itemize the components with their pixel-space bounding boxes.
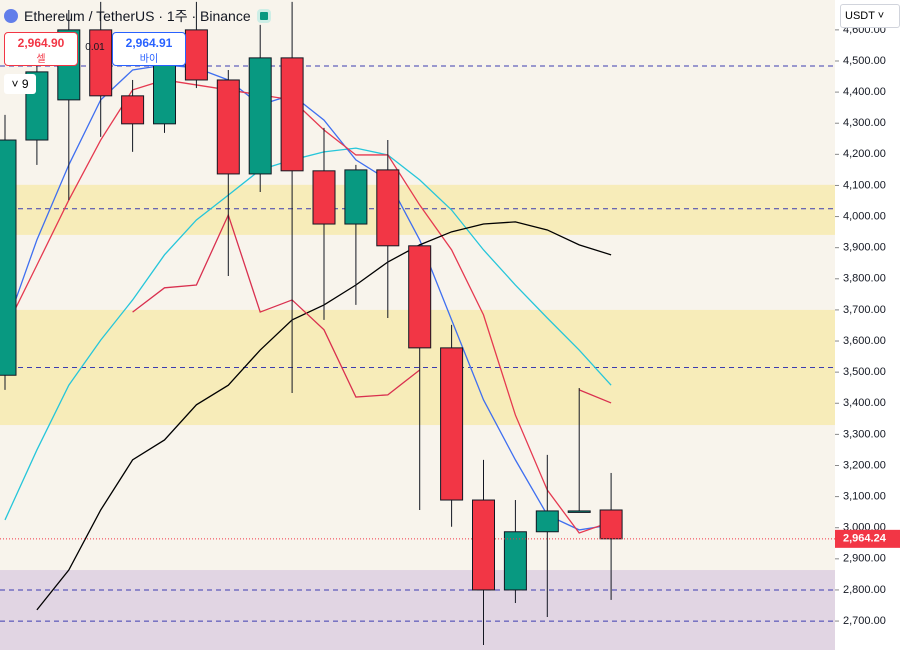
- plot-area: [0, 1, 835, 650]
- y-tick-label: 3,900.00: [843, 242, 886, 254]
- y-tick-label: 3,300.00: [843, 428, 886, 440]
- candle-body: [440, 347, 464, 501]
- candle-body: [376, 169, 400, 247]
- symbol-title: Ethereum / TetherUS · 1주 · Binance: [4, 6, 271, 26]
- y-tick-label: 4,000.00: [843, 210, 886, 222]
- sell-button[interactable]: 2,964.90 셀: [4, 32, 78, 66]
- currency: USDT: [845, 10, 875, 22]
- currency-select[interactable]: USDT ˅: [840, 4, 900, 28]
- sell-label: 셀: [36, 54, 46, 65]
- candle-body: [216, 79, 240, 175]
- candle-body: [153, 59, 176, 125]
- sell-price: 2,964.90: [17, 36, 65, 50]
- candle-body: [567, 510, 591, 513]
- y-tick-label: 3,400.00: [843, 397, 886, 409]
- y-tick-label: 4,100.00: [843, 179, 886, 191]
- y-tick-label: 4,600.00: [843, 24, 886, 36]
- y-tick-label: 3,100.00: [843, 491, 886, 503]
- y-tick-label: 3,600.00: [843, 335, 886, 347]
- buy-label: 바이: [139, 54, 159, 65]
- status-dot: [256, 9, 271, 23]
- candle-body: [89, 29, 113, 97]
- candle-body: [535, 510, 559, 533]
- y-tick-label: 2,700.00: [843, 615, 886, 627]
- candle-body: [408, 245, 432, 349]
- y-tick-label: 4,400.00: [843, 86, 886, 98]
- candle-body: [248, 57, 272, 175]
- zone: [0, 570, 835, 650]
- indicator-count: 9: [21, 77, 29, 91]
- y-tick-label: 4,500.00: [843, 55, 886, 67]
- zone: [0, 184, 835, 235]
- eth-icon: [4, 9, 18, 23]
- candle-body: [344, 169, 368, 225]
- indicator-line: [578, 389, 612, 404]
- last-price-box: [835, 529, 900, 548]
- candle-body: [184, 29, 208, 81]
- title-text: Ethereum / TetherUS · 1주 · Binance: [24, 8, 251, 24]
- y-tick-label: 2,900.00: [843, 553, 886, 565]
- y-tick-label: 3,800.00: [843, 273, 886, 285]
- y-tick-label: 3,200.00: [843, 459, 886, 471]
- candle-body: [472, 499, 495, 591]
- last-price-label: 2,964.24: [843, 533, 887, 545]
- spread: 0.01: [85, 42, 105, 53]
- y-tick-label: 3,500.00: [843, 366, 886, 378]
- candle-body: [0, 139, 17, 376]
- y-tick-label: 4,300.00: [843, 117, 886, 129]
- candle-body: [503, 531, 527, 591]
- candle-body: [312, 170, 336, 225]
- candle-body: [599, 509, 623, 540]
- y-tick-label: 2,800.00: [843, 584, 886, 596]
- indicator-line: [132, 213, 421, 398]
- buy-price: 2,964.91: [125, 36, 173, 50]
- indicator-toggle[interactable]: ˅ 9: [4, 74, 36, 94]
- indicator-line: [4, 147, 612, 521]
- buy-button[interactable]: 2,964.91 바이: [112, 32, 186, 66]
- candle-body: [121, 95, 145, 125]
- candle-body: [280, 57, 304, 172]
- indicator-line: [4, 79, 612, 534]
- y-tick-label: 3,700.00: [843, 304, 886, 316]
- y-tick-label: 4,200.00: [843, 148, 886, 160]
